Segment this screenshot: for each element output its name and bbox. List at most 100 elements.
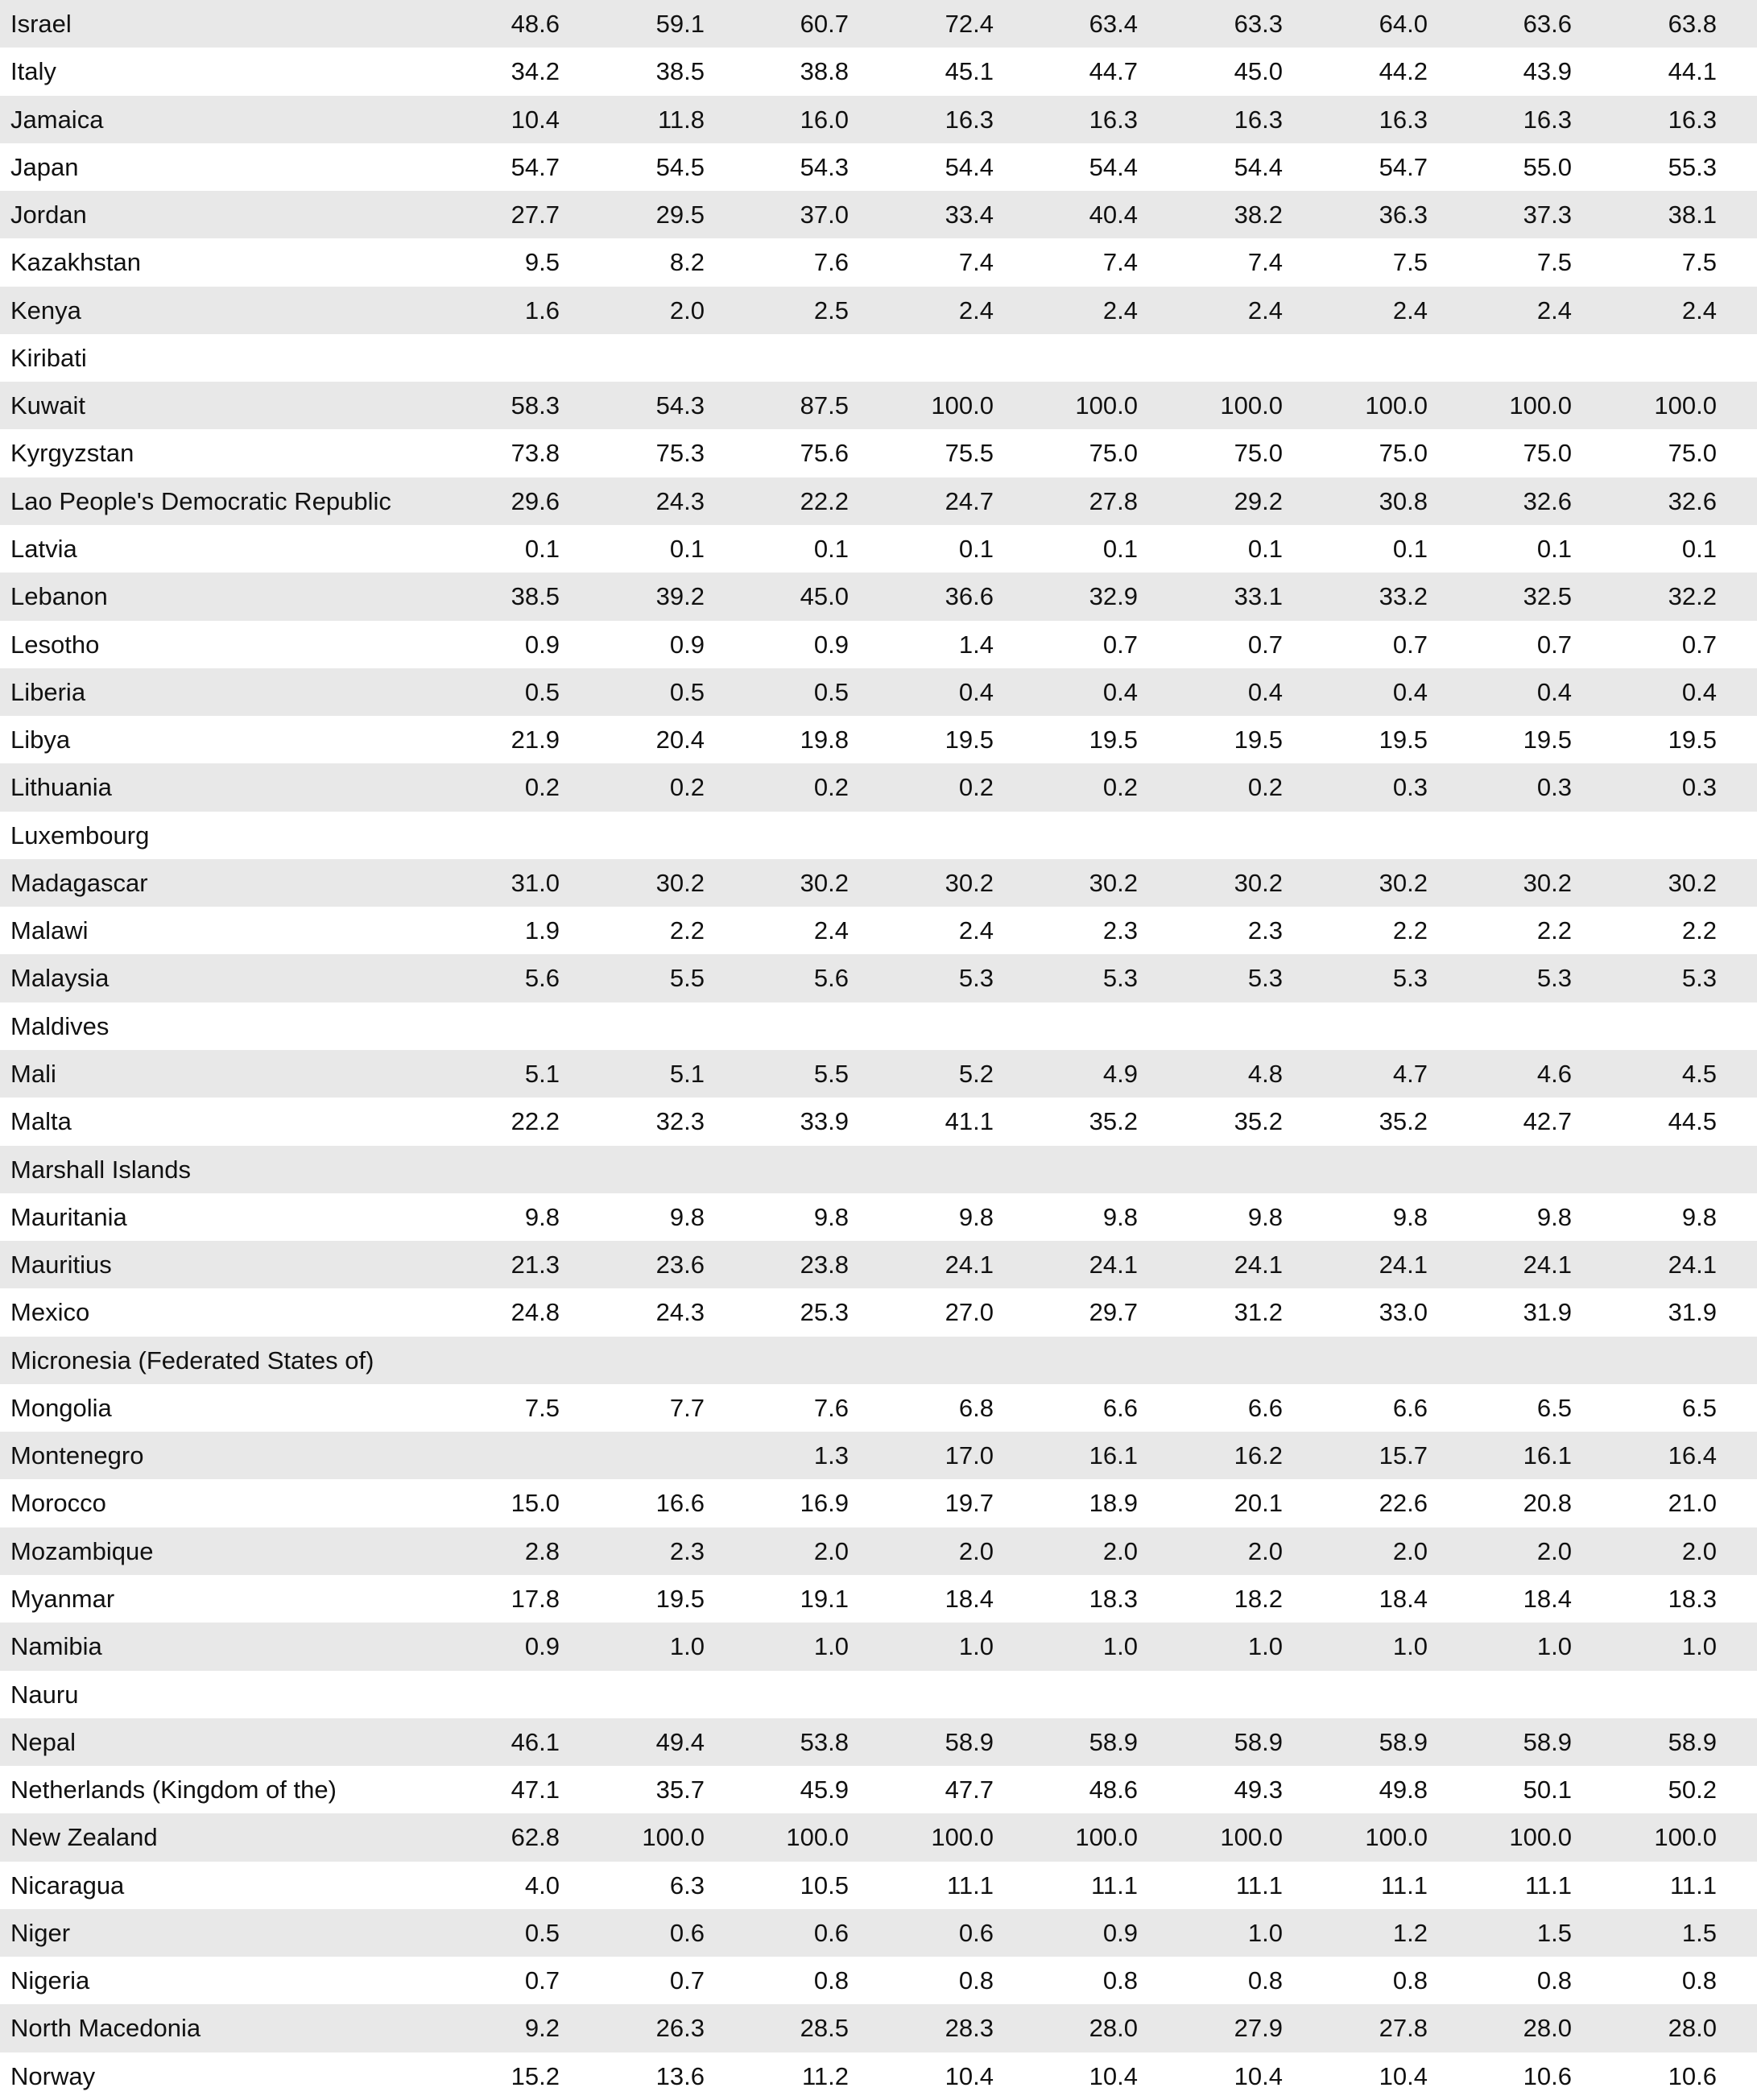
value-cell: 33.1 (1234, 582, 1283, 611)
value-cell: 55.3 (1668, 152, 1717, 181)
value-cell: 19.5 (1523, 725, 1572, 754)
value-cell: 28.5 (800, 2014, 849, 2043)
value-cell: 28.0 (1089, 2014, 1138, 2043)
value-cell: 100.0 (931, 1823, 994, 1852)
value-cell: 25.3 (800, 1298, 849, 1327)
country-name: Malaysia (10, 964, 110, 993)
value-cell: 49.8 (1379, 1775, 1428, 1804)
value-cell: 0.5 (524, 1918, 560, 1947)
table-row: Jamaica 10.4 11.8 16.0 16.3 16.3 16.3 16.3 16.3 1… (0, 95, 1757, 143)
value-cell: 45.0 (1234, 57, 1283, 86)
value-cell: 27.0 (945, 1298, 994, 1327)
table-row: Malaysia 5.6 5.5 5.6 5.3 5.3 5.3 5.3 5.3 5.3 (0, 954, 1757, 1002)
value-cell: 2.0 (1536, 1536, 1572, 1565)
value-cell: 1.0 (1247, 1918, 1283, 1947)
value-cell: 0.5 (813, 677, 849, 706)
value-cell: 10.5 (800, 1871, 849, 1900)
value-cell: 18.4 (945, 1585, 994, 1613)
value-cell: 28.0 (1668, 2014, 1717, 2043)
table-row: Nigeria 0.7 0.7 0.8 0.8 0.8 0.8 0.8 0.8 0.8 (0, 1957, 1757, 2004)
table-row: Nepal 46.1 49.4 53.8 58.9 58.9 58.9 58.9 58.9 58.… (0, 1718, 1757, 1767)
table-row: New Zealand 62.8 100.0 100.0 100.0 100.0 100.0… (0, 1813, 1757, 1862)
country-name: Nigeria (10, 1966, 90, 1995)
value-cell: 2.0 (1247, 1536, 1283, 1565)
table-row: Malawi 1.9 2.2 2.4 2.4 2.3 2.3 2.2 2.2 2.2 (0, 907, 1757, 954)
value-cell: 5.3 (1536, 964, 1572, 993)
table-row: Nauru (0, 1671, 1757, 1718)
country-name: Malta (10, 1107, 72, 1136)
value-cell: 0.7 (1536, 630, 1572, 659)
value-cell: 26.3 (655, 2014, 705, 2043)
value-cell: 1.0 (1247, 1632, 1283, 1661)
value-cell: 62.8 (511, 1823, 560, 1852)
value-cell: 9.8 (1536, 1202, 1572, 1231)
value-cell: 16.1 (1089, 1441, 1138, 1470)
value-cell: 4.8 (1247, 1060, 1283, 1088)
value-cell: 2.0 (1681, 1536, 1717, 1565)
value-cell: 0.2 (1102, 773, 1138, 802)
table-row: Netherlands (Kingdom of the) 47.1 35.7 45.9… (0, 1766, 1757, 1813)
value-cell: 1.5 (1681, 1918, 1717, 1947)
value-cell: 72.4 (945, 10, 994, 38)
value-cell: 2.5 (813, 296, 849, 325)
value-cell: 0.2 (524, 773, 560, 802)
table-row: Lebanon 38.5 39.2 45.0 36.6 32.9 33.1 33.2 32.5 3… (0, 573, 1757, 621)
value-cell: 9.8 (524, 1202, 560, 1231)
table-row: Jordan 27.7 29.5 37.0 33.4 40.4 38.2 36.3 37.3 38… (0, 191, 1757, 239)
value-cell: 24.1 (1234, 1250, 1283, 1279)
country-name: Netherlands (Kingdom of the) (10, 1775, 337, 1804)
value-cell: 24.3 (655, 1298, 705, 1327)
table-row: Latvia 0.1 0.1 0.1 0.1 0.1 0.1 0.1 0.1 0.1 (0, 525, 1757, 573)
value-cell: 0.5 (524, 677, 560, 706)
value-cell: 48.6 (1089, 1775, 1138, 1804)
value-cell: 2.4 (958, 916, 994, 945)
value-cell: 11.1 (1380, 1871, 1428, 1900)
value-cell: 30.2 (655, 868, 705, 897)
table-row: Libya 21.9 20.4 19.8 19.5 19.5 19.5 19.5 19.5 19.… (0, 716, 1757, 763)
value-cell: 9.8 (813, 1202, 849, 1231)
value-cell: 1.0 (958, 1632, 994, 1661)
table-row: Namibia 0.9 1.0 1.0 1.0 1.0 1.0 1.0 1.0 1.0 (0, 1623, 1757, 1671)
value-cell: 1.0 (1536, 1632, 1572, 1661)
table-row: Japan 54.7 54.5 54.3 54.4 54.4 54.4 54.7 55.0 55.… (0, 143, 1757, 191)
table-row: Malta 22.2 32.3 33.9 41.1 35.2 35.2 35.2 42.7 44.… (0, 1098, 1757, 1145)
value-cell: 35.7 (655, 1775, 705, 1804)
value-cell: 16.0 (800, 105, 849, 134)
value-cell: 0.4 (1392, 677, 1428, 706)
value-cell: 2.4 (1681, 296, 1717, 325)
table-row: Mexico 24.8 24.3 25.3 27.0 29.7 31.2 33.0 31.9 31… (0, 1288, 1757, 1336)
value-cell: 0.5 (669, 677, 705, 706)
table-row: Kiribati (0, 334, 1757, 382)
value-cell: 7.4 (1247, 248, 1283, 277)
value-cell: 7.4 (958, 248, 994, 277)
value-cell: 24.1 (1523, 1250, 1572, 1279)
country-name: Madagascar (10, 868, 148, 897)
table-row: Nicaragua 4.0 6.3 10.5 11.1 11.1 11.1 11.1 11.1 1… (0, 1862, 1757, 1909)
value-cell: 54.4 (1089, 152, 1138, 181)
country-name: Kenya (10, 296, 81, 325)
value-cell: 0.3 (1536, 773, 1572, 802)
value-cell: 2.0 (813, 1536, 849, 1565)
country-name: Kyrgyzstan (10, 439, 134, 468)
value-cell: 0.1 (524, 535, 560, 563)
value-cell: 32.6 (1523, 486, 1572, 515)
value-cell: 38.5 (655, 57, 705, 86)
value-cell: 24.3 (655, 486, 705, 515)
value-cell: 9.8 (1247, 1202, 1283, 1231)
value-cell: 0.9 (1102, 1918, 1138, 1947)
value-cell: 19.5 (1089, 725, 1138, 754)
value-cell: 37.3 (1523, 200, 1572, 229)
value-cell: 19.5 (1379, 725, 1428, 754)
value-cell: 1.0 (813, 1632, 849, 1661)
value-cell: 100.0 (786, 1823, 849, 1852)
value-cell: 0.9 (524, 1632, 560, 1661)
value-cell: 1.4 (958, 630, 994, 659)
value-cell: 28.3 (945, 2014, 994, 2043)
country-name: Lao People's Democratic Republic (10, 486, 391, 515)
value-cell: 5.3 (1247, 964, 1283, 993)
value-cell: 5.6 (813, 964, 849, 993)
value-cell: 21.9 (511, 725, 560, 754)
value-cell: 30.2 (945, 868, 994, 897)
value-cell: 58.9 (1668, 1727, 1717, 1756)
value-cell: 10.4 (1234, 2061, 1283, 2090)
